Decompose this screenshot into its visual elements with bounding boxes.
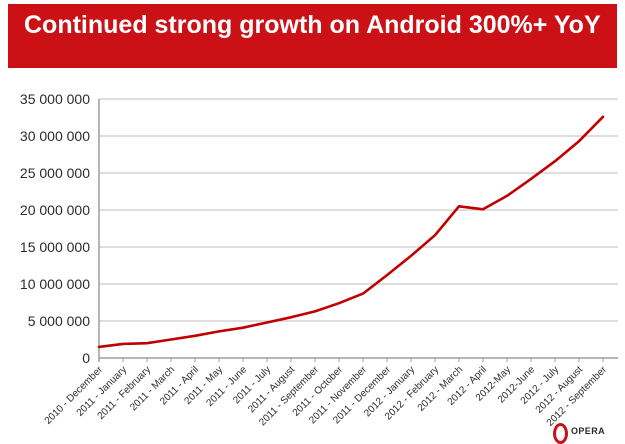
y-tick-label: 10 000 000 [20,276,90,292]
page-title: Continued strong growth on Android 300%+… [24,11,601,39]
y-tick-label: 5 000 000 [28,313,90,329]
growth-line [97,115,605,349]
growth-chart: 0 5 000 000 10 000 000 15 000 000 20 000 000… [20,91,618,429]
opera-logo: OPERA [553,423,605,444]
y-tick-label: 15 000 000 [20,239,90,255]
y-tick-label: 35 000 000 [20,91,90,107]
y-tick-label: 25 000 000 [20,165,90,181]
opera-o-icon [553,423,568,444]
y-tick-label: 0 [82,350,90,366]
title-banner: Continued strong growth on Android 300%+… [8,4,617,68]
y-tick-label: 20 000 000 [20,202,90,218]
opera-logo-text: OPERA [571,426,606,436]
y-tick-label: 30 000 000 [20,128,90,144]
